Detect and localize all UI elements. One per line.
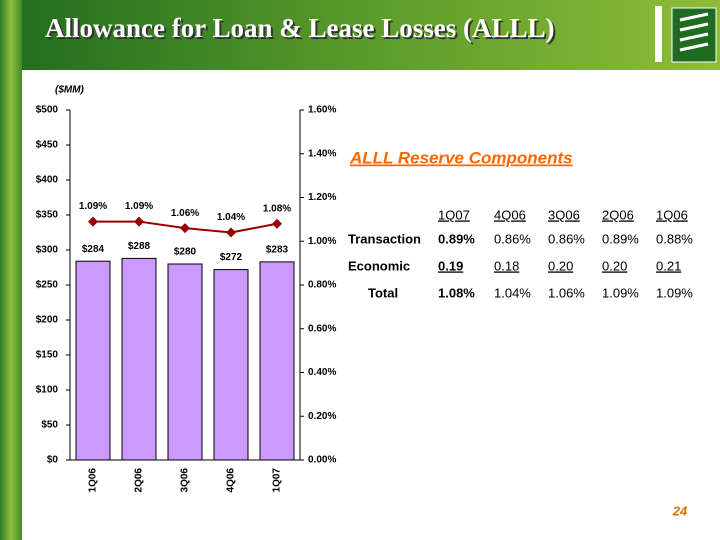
- table-cell: 0.20: [548, 258, 573, 273]
- y-tick-label: $100: [36, 385, 59, 396]
- table-column-header: 1Q06: [656, 207, 688, 222]
- y2-tick-label: 1.00%: [308, 236, 336, 247]
- y-tick-label: $200: [36, 315, 59, 326]
- bar: [121, 257, 157, 461]
- x-tick-label: 4Q06: [226, 468, 237, 493]
- table-cell: 0.19: [438, 258, 463, 273]
- table-cell: 1.09%: [602, 285, 639, 300]
- bar-label: $288: [128, 241, 151, 252]
- line-marker: [88, 216, 98, 227]
- y-tick-label: $150: [36, 350, 59, 361]
- y2-tick-label: 0.20%: [308, 411, 336, 422]
- table-cell: 0.89%: [438, 231, 475, 246]
- line-label: 1.09%: [125, 201, 153, 212]
- header-band: [0, 0, 720, 70]
- x-tick-label: 3Q06: [180, 468, 191, 493]
- table-column-header: 2Q06: [602, 207, 634, 222]
- title-shadow: Allowance for Loan & Lease Losses (ALLL): [47, 15, 557, 45]
- y2-tick-label: 0.60%: [308, 323, 336, 334]
- table-cell: 1.06%: [548, 285, 585, 300]
- y2-tick-label: 0.40%: [308, 367, 336, 378]
- bar-label: $272: [220, 252, 243, 263]
- table-cell: 0.20: [602, 258, 627, 273]
- line-marker: [272, 218, 282, 229]
- x-tick-label: 1Q07: [272, 468, 283, 493]
- table-cell: 1.08%: [438, 285, 475, 300]
- y2-tick-label: 1.40%: [308, 148, 336, 159]
- bar: [75, 260, 111, 461]
- table-row-label: Transaction: [348, 231, 421, 246]
- y-tick-label: $300: [36, 245, 59, 256]
- x-tick-label: 1Q06: [88, 468, 99, 493]
- y2-tick-label: 1.20%: [308, 192, 336, 203]
- divider: [655, 6, 662, 62]
- table-cell: 0.21: [656, 258, 681, 273]
- line-label: 1.08%: [263, 203, 291, 214]
- y-tick-label: $250: [36, 280, 59, 291]
- logo-stripes: [679, 12, 709, 52]
- table-row-label: Economic: [348, 258, 410, 273]
- y-tick-label: $0: [47, 455, 59, 466]
- line-marker: [226, 227, 236, 238]
- y-tick-label: $500: [36, 105, 59, 116]
- y-tick-label: $450: [36, 140, 59, 151]
- line-label: 1.06%: [171, 208, 199, 219]
- table-cell: 0.86%: [494, 231, 531, 246]
- bar-label: $283: [266, 245, 289, 256]
- y2-tick-label: 0.80%: [308, 280, 336, 291]
- table-row-label: Total: [368, 285, 398, 300]
- table-column-header: 3Q06: [548, 207, 580, 222]
- line-label: 1.09%: [79, 201, 107, 212]
- title: Allowance for Loan & Lease Losses (ALLL): [45, 13, 555, 43]
- bar: [213, 269, 249, 461]
- y-tick-label: $400: [36, 175, 59, 186]
- table-title: ALLL Reserve Components: [349, 148, 573, 167]
- table-cell: 1.04%: [494, 285, 531, 300]
- y-label: ($MM): [55, 85, 85, 96]
- y2-tick-label: 0.00%: [308, 455, 336, 466]
- bar-label: $284: [82, 244, 105, 255]
- x-tick-label: 2Q06: [134, 468, 145, 493]
- line-label: 1.04%: [217, 212, 245, 223]
- table-cell: 1.09%: [656, 285, 693, 300]
- bar: [259, 261, 295, 461]
- y2-tick-label: 1.60%: [308, 105, 336, 116]
- line-marker: [134, 216, 144, 227]
- table-cell: 0.86%: [548, 231, 585, 246]
- page-number: 24: [672, 503, 688, 518]
- y-tick-label: $350: [36, 210, 59, 221]
- table-column-header: 1Q07: [438, 207, 470, 222]
- bar: [167, 263, 203, 461]
- table-cell: 0.18: [494, 258, 519, 273]
- table-cell: 0.89%: [602, 231, 639, 246]
- line-marker: [180, 223, 190, 234]
- table-cell: 0.88%: [656, 231, 693, 246]
- bar-label: $280: [174, 247, 197, 258]
- side-band: [0, 0, 22, 540]
- table-column-header: 4Q06: [494, 207, 526, 222]
- y-tick-label: $50: [41, 420, 58, 431]
